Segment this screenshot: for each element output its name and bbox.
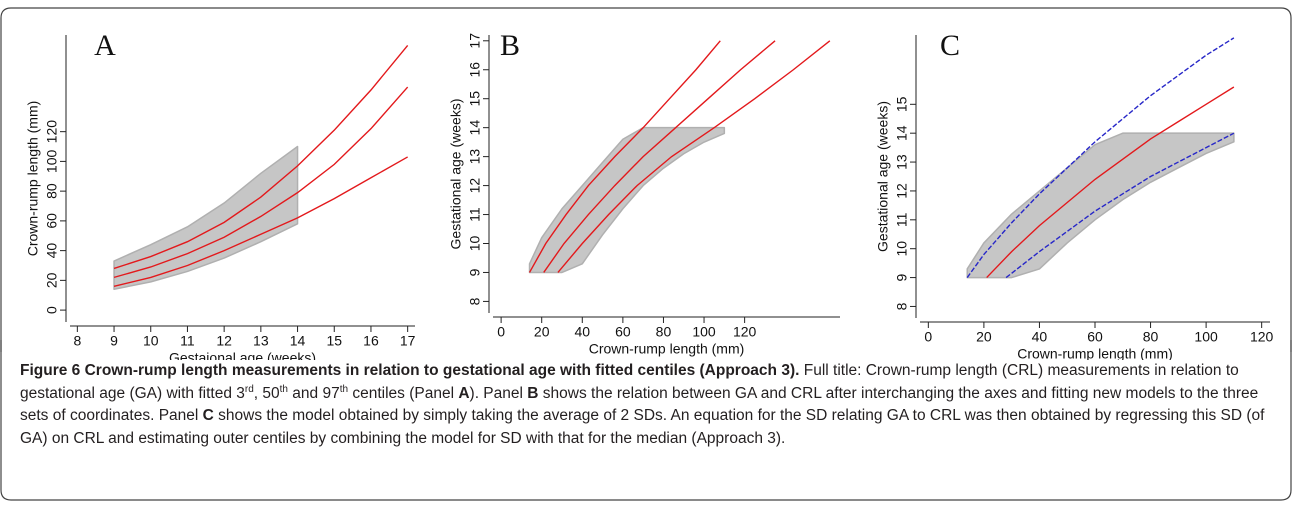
y-tick-label: 8 (894, 302, 910, 310)
x-tick-label: 100 (1194, 329, 1218, 345)
caption-text: shows the relation between GA and CRL af… (20, 384, 1259, 425)
y-tick-label: 10 (467, 236, 483, 252)
caption-text: ). Panel (469, 384, 528, 402)
x-tick-label: 40 (574, 324, 590, 340)
caption-text: , 50 (253, 384, 280, 402)
x-tick-label: 9 (110, 333, 118, 349)
caption-panel-ref: B (527, 384, 539, 402)
y-tick-label: 120 (44, 120, 60, 144)
x-tick-label: 17 (400, 333, 416, 349)
data-cloud (528, 126, 726, 274)
centile-line (543, 40, 776, 273)
y-tick-label: 14 (467, 120, 483, 136)
caption-sup: th (279, 383, 288, 395)
figure-border (0, 7, 1292, 352)
centile-line (966, 37, 1235, 278)
panel-letter: C (940, 29, 960, 62)
caption-title: Figure 6 Crown-rump length measurements … (20, 362, 800, 379)
y-tick-label: 100 (44, 150, 60, 174)
x-tick-label: 15 (326, 333, 342, 349)
caption-text: and 97 (287, 384, 340, 402)
centile-line (1005, 132, 1235, 279)
data-cloud (113, 145, 299, 291)
x-tick-label: 80 (1143, 329, 1159, 345)
x-tick-label: 120 (1250, 329, 1274, 345)
y-axis-label: Gestational age (weeks) (448, 99, 464, 250)
caption-panel-ref: C (202, 407, 214, 424)
panel: 8 9 10 11 12 13 14 15 16 17 0 20 40 60 80 100 120 Gestaio… (25, 29, 416, 360)
y-tick-label: 11 (894, 212, 910, 227)
y-tick-label: 20 (44, 272, 60, 288)
y-tick-label: 12 (467, 178, 483, 194)
y-tick-label: 11 (467, 207, 483, 222)
x-tick-label: 20 (534, 324, 550, 340)
x-tick-label: 0 (924, 329, 932, 345)
y-axis-label: Crown-rump length (mm) (25, 101, 41, 257)
y-tick-label: 15 (467, 91, 483, 107)
caption-sup: th (339, 383, 349, 395)
y-tick-label: 13 (894, 154, 910, 170)
caption-text: Full title: Crown-rump length (CRL) meas… (20, 362, 1239, 402)
centile-line (528, 40, 721, 273)
y-tick-label: 9 (894, 273, 910, 281)
y-tick-label: 15 (894, 96, 910, 112)
x-tick-label: 80 (656, 324, 672, 340)
y-tick-label: 80 (44, 183, 60, 199)
centile-line (113, 86, 409, 279)
x-tick-label: 10 (143, 333, 159, 349)
x-axis-label: Gestaional age (weeks) (169, 350, 316, 360)
x-tick-label: 20 (976, 329, 992, 345)
x-tick-label: 16 (363, 333, 379, 349)
y-tick-label: 0 (44, 306, 60, 314)
caption-sup: rd (244, 383, 254, 395)
caption: Figure 6 Crown-rump length measurements … (20, 360, 1282, 450)
x-tick-label: 11 (180, 333, 195, 349)
panel-letter: B (500, 29, 520, 62)
x-tick-label: 12 (216, 333, 232, 349)
panels: 8 9 10 11 12 13 14 15 16 17020406080100120Gestaio… (25, 29, 1274, 360)
x-tick-label: 100 (692, 324, 716, 340)
x-axis-label: Crown-rump length (mm) (1017, 346, 1173, 360)
x-tick-label: 13 (253, 333, 269, 349)
y-tick-label: 8 (467, 297, 483, 305)
y-tick-label: 12 (894, 183, 910, 199)
x-tick-label: 40 (1032, 329, 1048, 345)
panel: 0 20 40 60 80 100 120 8 9 10 11 12 13 14 15 Crown-rump … (875, 29, 1274, 360)
y-axis-label: Gestational age (weeks) (875, 101, 891, 252)
y-tick-label: 9 (467, 268, 483, 276)
x-tick-label: 8 (73, 333, 81, 349)
panel-letter: A (94, 29, 116, 62)
x-tick-label: 14 (290, 333, 306, 349)
y-tick-label: 10 (894, 241, 910, 257)
x-tick-label: 120 (733, 324, 757, 340)
centile-line (113, 44, 409, 270)
data-cloud (966, 132, 1235, 279)
centile-line (557, 40, 831, 273)
centile-line (113, 156, 409, 287)
y-tick-label: 13 (467, 149, 483, 165)
x-tick-label: 60 (615, 324, 631, 340)
centile-line (986, 86, 1235, 279)
y-tick-label: 40 (44, 243, 60, 259)
caption-text: centiles (Panel (348, 384, 459, 402)
figure-border (0, 340, 1292, 501)
x-tick-label: 0 (497, 324, 505, 340)
panel: 0 20 40 60 80 100 120 8 9 10 11 12 13 14 15 16 17 Crown-r… (448, 29, 840, 357)
y-tick-label: 14 (894, 125, 910, 141)
y-tick-label: 16 (467, 62, 483, 78)
figure (0, 7, 1292, 352)
caption-text: shows the model obtained by simply takin… (20, 407, 1265, 447)
x-axis-label: Crown-rump length (mm) (589, 341, 745, 357)
y-tick-label: 60 (44, 213, 60, 229)
y-tick-label: 17 (467, 33, 483, 49)
caption-panel-ref: A (458, 384, 470, 402)
x-tick-label: 60 (1087, 329, 1103, 345)
